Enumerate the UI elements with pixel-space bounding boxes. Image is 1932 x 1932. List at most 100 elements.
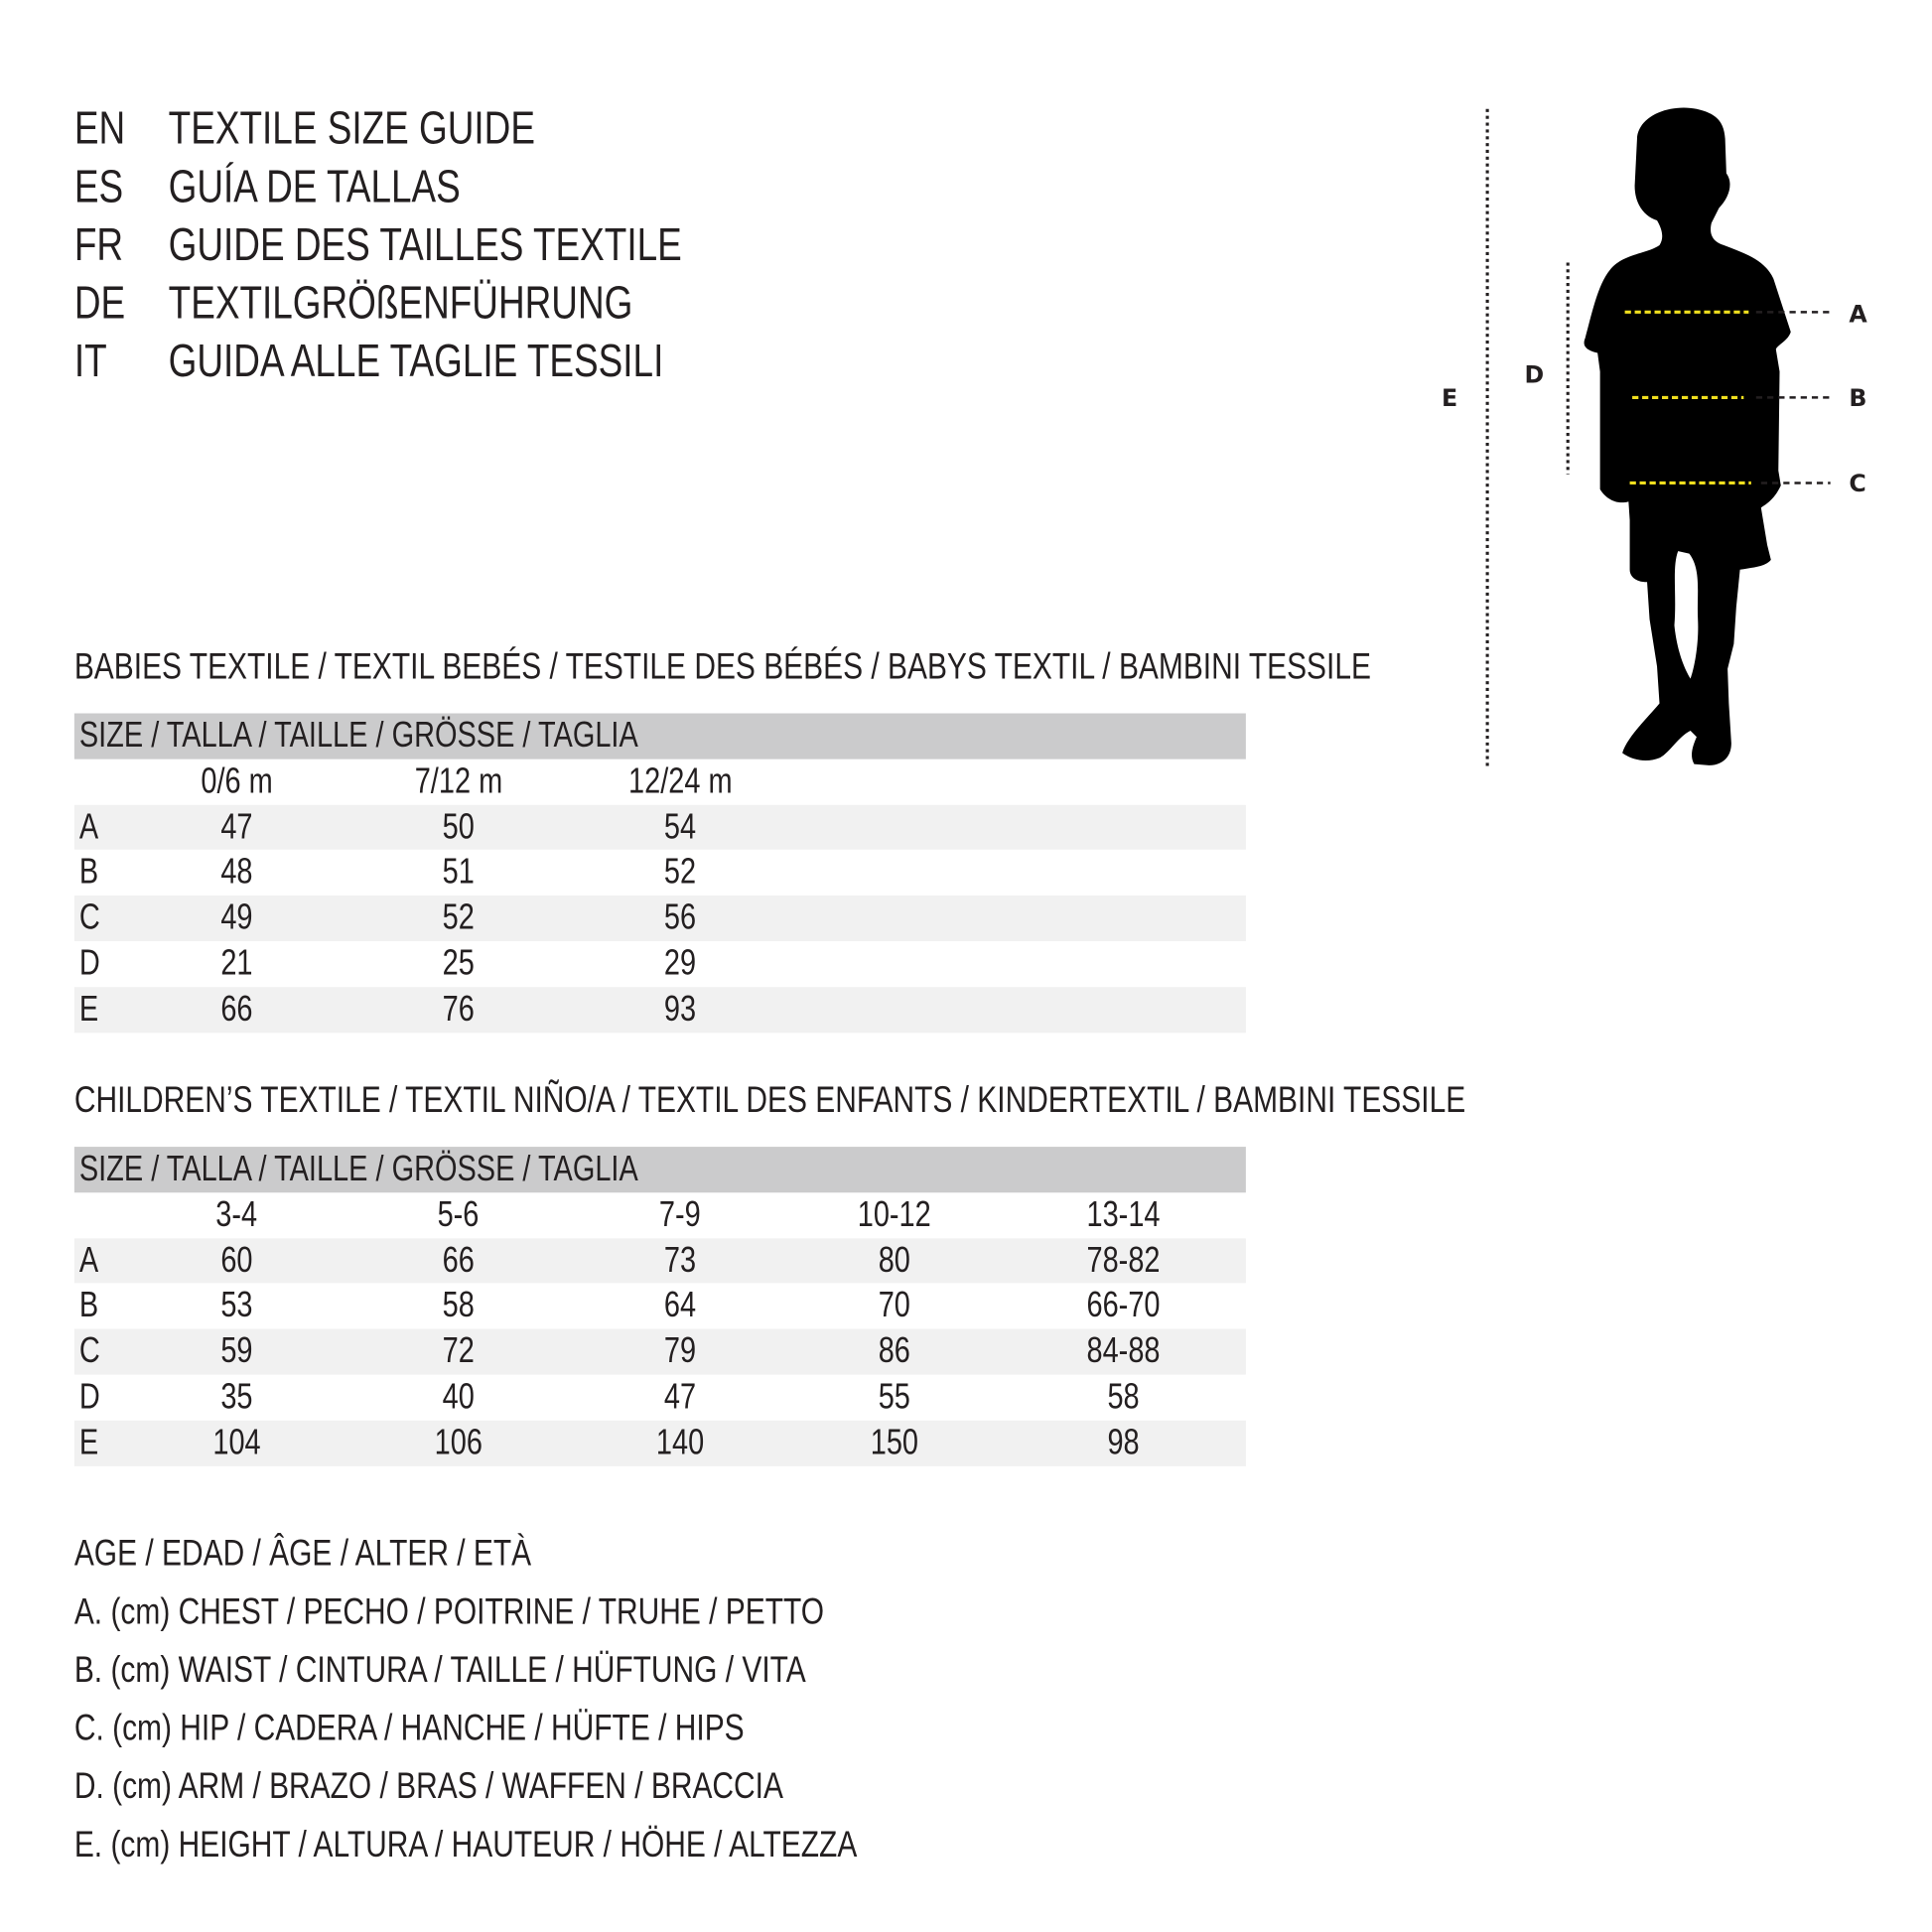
size-header-label: SIZE / TALLA / TAILLE / GRÖSSE / TAGLIA [79,714,778,759]
label-a: A [1849,300,1867,328]
table-cell-text: 47 [220,806,253,847]
language-code: FR [74,215,136,274]
table-cell-text: 60 [220,1240,253,1281]
row-label: E [79,987,103,1033]
legend-item-text: AGE / EDAD / ÂGE / ALTER / ETÀ [73,1533,532,1575]
row-label-text: A [78,1240,99,1281]
title-text: GUÍA DE TALLAS [169,157,534,215]
table-cell-text: 104 [212,1422,261,1462]
table-cell: 70 [807,1284,981,1329]
table-cell: 80 [807,1238,981,1284]
table-cell: 73 [594,1238,767,1284]
row-label-text: A [78,806,99,847]
row-label: A [79,1238,103,1284]
table-cell-text: 51 [442,852,475,893]
table-cell: 21 [150,941,324,987]
table-cell-text: 21 [220,943,253,984]
column-header-text: 7-9 [658,1194,701,1235]
table-cell: 52 [371,896,545,941]
table-cell-text: 40 [442,1377,475,1418]
title-text-value: GUÍA DE TALLAS [168,161,461,212]
row-label-text: E [78,989,99,1030]
size-header-text: SIZE / TALLA / TAILLE / GRÖSSE / TAGLIA [78,715,638,756]
table-cell-text: 76 [442,989,475,1030]
table-cell: 53 [150,1284,324,1329]
children-size-table: SIZE / TALLA / TAILLE / GRÖSSE / TAGLIA 3… [73,1147,1246,1466]
legend-item-text: D. (cm) ARM / BRAZO / BRAS / WAFFEN / BR… [73,1765,783,1807]
children-heading: CHILDREN’S TEXTILE / TEXTIL NIÑO/A / TEX… [74,1080,1814,1122]
table-cell: 51 [371,850,545,896]
table-cell-text: 79 [663,1331,696,1372]
column-header: 3-4 [150,1192,324,1238]
table-row: E 104 106 140 150 98 [73,1420,1246,1466]
column-header: 13-14 [1036,1192,1210,1238]
table-cell: 93 [594,987,767,1033]
table-row: D 21 25 29 [74,941,1246,987]
table-cell-text: 25 [442,943,475,984]
children-heading-text: CHILDREN’S TEXTILE / TEXTIL NIÑO/A / TEX… [73,1079,1466,1121]
row-label: A [79,804,103,850]
measurement-legend: AGE / EDAD / ÂGE / ALTER / ETÀ A. (cm) CH… [74,1525,1053,1874]
column-header-row: 3-4 5-6 7-9 10-12 13-14 [74,1192,1246,1238]
title-text: GUIDA ALLE TAGLIE TESSILI [169,332,787,390]
table-cell-text: 66-70 [1086,1286,1161,1326]
table-cell-text: 29 [663,943,696,984]
table-cell: 104 [150,1420,324,1465]
row-label: C [79,896,105,941]
size-header-text: SIZE / TALLA / TAILLE / GRÖSSE / TAGLIA [78,1149,638,1189]
table-cell-text: 72 [442,1331,475,1372]
column-header-text: 12/24 m [627,760,733,801]
column-header: 12/24 m [594,759,767,804]
row-label-text: C [78,1331,100,1372]
language-code-text: ES [73,161,124,212]
table-cell: 106 [371,1420,545,1465]
table-cell-text: 140 [655,1422,704,1462]
table-cell: 79 [594,1329,767,1375]
table-cell: 78-82 [1036,1238,1210,1284]
table-cell-text: 50 [442,806,475,847]
table-cell-text: 58 [1107,1377,1140,1418]
table-row: B 48 51 52 [74,850,1246,896]
column-header: 7-9 [594,1192,767,1238]
table-cell: 40 [371,1375,545,1421]
table-cell: 64 [594,1284,767,1329]
size-header-row: SIZE / TALLA / TAILLE / GRÖSSE / TAGLIA [73,713,1246,759]
table-cell-text: 86 [878,1331,910,1372]
table-cell-text: 64 [663,1286,696,1326]
row-label: B [79,850,103,896]
table-cell-text: 106 [434,1422,483,1462]
label-b: B [1849,384,1866,412]
language-code: DE [74,274,138,333]
babies-heading-text: BABIES TEXTILE / TEXTIL BEBÉS / TESTILE … [73,646,1371,688]
table-cell: 55 [807,1375,981,1421]
row-label: D [79,941,105,987]
table-row: C 59 72 79 86 84-88 [73,1328,1246,1375]
babies-size-table: SIZE / TALLA / TAILLE / GRÖSSE / TAGLIA 0… [73,713,1246,1033]
table-cell-text: 48 [220,852,253,893]
table-cell-text: 52 [442,897,475,938]
table-cell: 66 [150,987,324,1033]
label-c: C [1849,470,1865,497]
table-cell-text: 52 [663,852,696,893]
table-row: A 47 50 54 [73,804,1246,851]
row-label-text: D [78,1377,100,1418]
table-cell: 86 [807,1329,981,1375]
row-label: C [79,1329,105,1375]
label-d: D [1525,360,1545,388]
title-text-value: GUIDA ALLE TAGLIE TESSILI [168,336,664,387]
legend-item-text: C. (cm) HIP / CADERA / HANCHE / HÜFTE / … [73,1708,745,1749]
table-cell-text: 150 [870,1422,918,1462]
size-header-row: SIZE / TALLA / TAILLE / GRÖSSE / TAGLIA [73,1147,1246,1192]
table-cell-text: 66 [220,989,253,1030]
table-cell: 60 [150,1238,324,1284]
column-header-text: 0/6 m [201,760,273,801]
table-cell-text: 53 [220,1286,253,1326]
table-cell: 35 [150,1375,324,1421]
table-cell: 72 [371,1329,545,1375]
table-cell: 59 [150,1329,324,1375]
title-text-value: TEXTILGRÖßENFÜHRUNG [168,277,633,329]
table-cell: 25 [371,941,545,987]
legend-item: C. (cm) HIP / CADERA / HANCHE / HÜFTE / … [74,1699,1053,1757]
legend-item: B. (cm) WAIST / CINTURA / TAILLE / HÜFTU… [74,1641,1053,1700]
